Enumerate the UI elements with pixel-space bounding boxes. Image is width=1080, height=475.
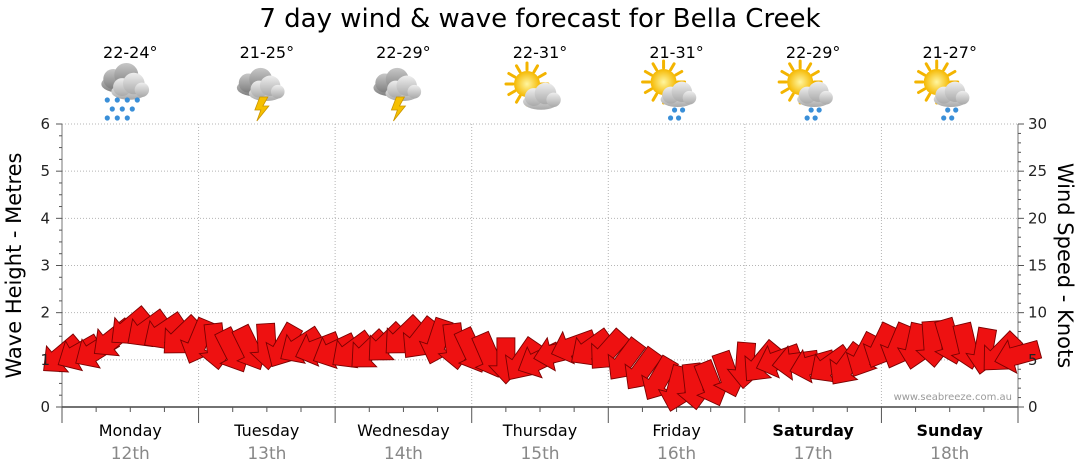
- day-name-label: Wednesday: [357, 421, 450, 440]
- thunderstorm-icon: [236, 67, 285, 122]
- lightning-bolt: [254, 96, 270, 122]
- sun-shower-icon: [914, 59, 970, 121]
- rain-drop: [119, 106, 125, 112]
- axes: [56, 123, 1024, 423]
- left-tick-label: 5: [40, 162, 50, 180]
- day-name-label: Thursday: [502, 421, 577, 440]
- rain-drop: [114, 115, 120, 121]
- rain-drop: [124, 97, 130, 103]
- right-axis-title: Wind Speed - Knots: [1053, 163, 1077, 368]
- watermark: www.seabreeze.com.au: [894, 392, 1012, 403]
- left-axis-title: Wave Height - Metres: [2, 153, 26, 379]
- day-name-label: Saturday: [772, 421, 854, 440]
- day-name-label: Tuesday: [233, 421, 299, 440]
- temperature-label: 21-25°: [240, 43, 295, 62]
- right-tick-label: 10: [1028, 304, 1047, 322]
- temperature-label: 21-27°: [922, 43, 977, 62]
- temperature-label: 22-31°: [513, 43, 568, 62]
- rain-drop: [129, 106, 135, 112]
- labels: 0 1 2 3 4 5 6 0 5 10 15 20 25 30 Wave Height - Metres W…: [2, 43, 1077, 464]
- day-name-label: Friday: [652, 421, 701, 440]
- rain-drop: [667, 115, 674, 121]
- left-tick-label: 4: [40, 209, 50, 227]
- rain-drop: [804, 115, 810, 121]
- day-name-label: Sunday: [916, 421, 983, 440]
- left-tick-label: 3: [40, 257, 50, 275]
- left-tick-label: 2: [40, 304, 50, 322]
- wind-arrow: [994, 339, 1043, 374]
- right-tick-label: 5: [1028, 351, 1038, 369]
- rain-drop: [104, 97, 110, 103]
- rain-drop: [816, 107, 822, 113]
- rain-drop: [679, 107, 686, 113]
- left-tick-label: 6: [40, 115, 50, 133]
- day-date-label: 14th: [384, 444, 423, 464]
- day-date-label: 15th: [520, 444, 559, 464]
- temperature-label: 22-24°: [103, 43, 158, 62]
- temperature-label: 21-31°: [649, 43, 704, 62]
- rain-cloud-icon: [101, 63, 150, 121]
- rain-drop: [941, 115, 947, 121]
- chart-title: 7 day wind & wave forecast for Bella Cre…: [259, 4, 821, 34]
- day-date-label: 17th: [794, 444, 833, 464]
- rain-drop: [808, 107, 814, 113]
- wind-arrows: [43, 305, 1043, 412]
- right-tick-label: 15: [1028, 257, 1047, 275]
- rain-drop: [124, 115, 130, 121]
- right-tick-label: 30: [1028, 115, 1047, 133]
- sun-shower-icon: [777, 59, 833, 121]
- day-name-label: Monday: [99, 421, 162, 440]
- partly-cloudy-icon: [504, 61, 561, 110]
- rain-drop: [812, 115, 818, 121]
- day-date-label: 12th: [111, 444, 150, 464]
- rain-drop: [671, 107, 678, 113]
- day-date-label: 18th: [930, 444, 969, 464]
- left-tick-label: 1: [40, 351, 50, 369]
- sun-shower-icon: [641, 59, 697, 121]
- wind-arrow: [641, 354, 679, 400]
- day-date-label: 16th: [657, 444, 696, 464]
- temperature-label: 22-29°: [376, 43, 431, 62]
- rain-drop: [675, 115, 682, 121]
- left-tick-label: 0: [40, 398, 50, 416]
- right-tick-label: 0: [1028, 398, 1038, 416]
- thunderstorm-icon: [373, 67, 422, 122]
- temperature-label: 22-29°: [786, 43, 841, 62]
- rain-drop: [104, 115, 110, 121]
- right-tick-label: 25: [1028, 162, 1047, 180]
- rain-drop: [945, 107, 951, 113]
- rain-drop: [953, 107, 959, 113]
- rain-drop: [114, 97, 120, 103]
- day-date-label: 13th: [247, 444, 286, 464]
- rain-drop: [949, 115, 955, 121]
- rain-drop: [109, 106, 115, 112]
- right-tick-label: 20: [1028, 209, 1047, 227]
- weather-icons: [101, 59, 970, 122]
- lightning-bolt: [390, 96, 407, 122]
- rain-drop: [134, 97, 140, 103]
